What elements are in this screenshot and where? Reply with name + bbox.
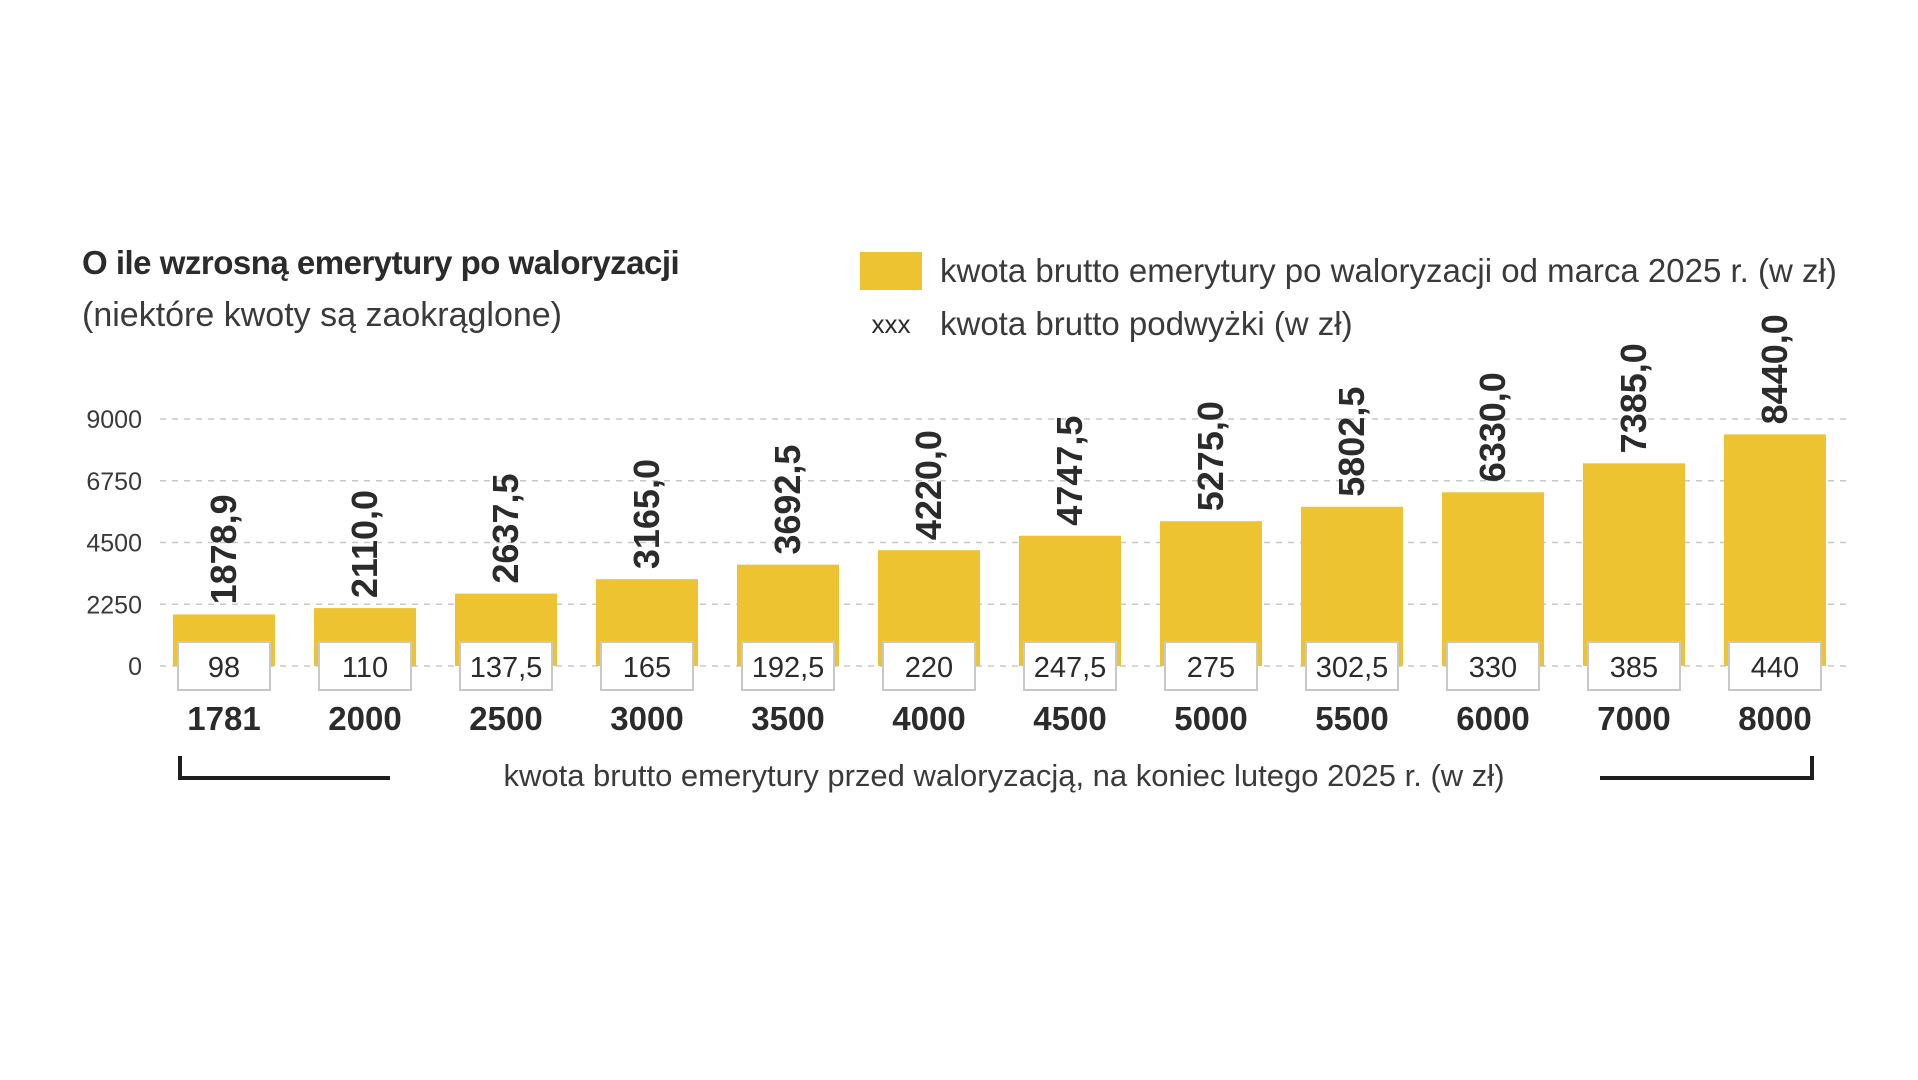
bar-value-label: 3165,0 — [626, 459, 667, 569]
raise-value-label: 137,5 — [470, 652, 543, 684]
legend-bar-label: kwota brutto emerytury po waloryzacji od… — [940, 252, 1837, 289]
y-tick-label: 4500 — [86, 530, 142, 558]
bar — [1301, 506, 1403, 666]
raise-box — [1446, 641, 1540, 691]
raise-box — [1023, 641, 1117, 691]
raise-box — [177, 641, 271, 691]
bar-value-label: 1878,9 — [203, 494, 244, 604]
x-category-label: 8000 — [1738, 700, 1811, 737]
x-category-label: 4500 — [1033, 700, 1106, 737]
legend-item-raise: xxx kwota brutto podwyżki (w zł) — [860, 305, 1353, 343]
bar-value-label: 3692,5 — [767, 445, 808, 555]
x-category-label: 7000 — [1597, 700, 1670, 737]
bar-value-label: 2110,0 — [344, 490, 385, 598]
raise-value-label: 110 — [342, 652, 388, 684]
bar-value-label: 5275,0 — [1190, 401, 1231, 511]
raise-box — [1164, 641, 1258, 691]
raise-value-label: 385 — [1610, 652, 1658, 684]
chart-subtitle: (niektóre kwoty są zaokrąglone) — [82, 296, 563, 334]
bracket-right — [1600, 756, 1814, 780]
y-tick-label: 2250 — [86, 591, 142, 619]
x-axis-label: kwota brutto emerytury przed waloryzacją… — [503, 758, 1504, 793]
bar — [1724, 434, 1826, 666]
raise-box — [1728, 641, 1822, 691]
raise-value-label: 98 — [208, 652, 240, 684]
bar-value-label: 6330,0 — [1472, 372, 1513, 482]
legend-xxx-symbol: xxx — [871, 308, 911, 339]
bar-value-label: 4747,5 — [1049, 416, 1090, 526]
x-category-label: 1781 — [187, 700, 260, 737]
raise-value-label: 440 — [1751, 652, 1799, 684]
bar-value-label: 5802,5 — [1331, 387, 1372, 497]
x-category-label: 5000 — [1174, 700, 1247, 737]
x-category-label: 2500 — [469, 700, 542, 737]
bar-value-label: 2637,5 — [485, 474, 526, 584]
bracket-left — [178, 756, 390, 780]
raise-value-label: 192,5 — [752, 652, 825, 684]
bar-value-label: 8440,0 — [1754, 314, 1795, 424]
x-category-label: 6000 — [1456, 700, 1529, 737]
y-tick-label: 0 — [128, 653, 142, 681]
bar-value-label: 7385,0 — [1613, 343, 1654, 453]
legend-item-bar: kwota brutto emerytury po waloryzacji od… — [860, 252, 1837, 290]
legend-swatch — [860, 252, 922, 290]
raise-value-label: 302,5 — [1316, 652, 1389, 684]
raise-value-label: 275 — [1187, 652, 1235, 684]
raise-box — [741, 641, 835, 691]
raise-value-label: 247,5 — [1034, 652, 1107, 684]
raise-value-label: 165 — [623, 652, 671, 684]
x-category-label: 2000 — [328, 700, 401, 737]
raise-value-label: 330 — [1469, 652, 1517, 684]
raise-box — [882, 641, 976, 691]
bar-value-label: 4220,0 — [908, 430, 949, 540]
raise-box — [1587, 641, 1681, 691]
raise-box — [600, 641, 694, 691]
raise-box — [459, 641, 553, 691]
chart-title: O ile wzrosną emerytury po waloryzacji — [82, 244, 680, 281]
y-tick-label: 6750 — [86, 468, 142, 496]
x-category-label: 3500 — [751, 700, 824, 737]
bar — [1583, 463, 1685, 666]
bar — [1442, 492, 1544, 666]
x-category-label: 5500 — [1315, 700, 1388, 737]
x-category-label: 3000 — [610, 700, 683, 737]
x-category-label: 4000 — [892, 700, 965, 737]
y-tick-label: 9000 — [86, 406, 142, 434]
raise-value-label: 220 — [905, 652, 953, 684]
legend-raise-label: kwota brutto podwyżki (w zł) — [940, 305, 1353, 342]
raise-box — [1305, 641, 1399, 691]
raise-box — [318, 641, 412, 691]
